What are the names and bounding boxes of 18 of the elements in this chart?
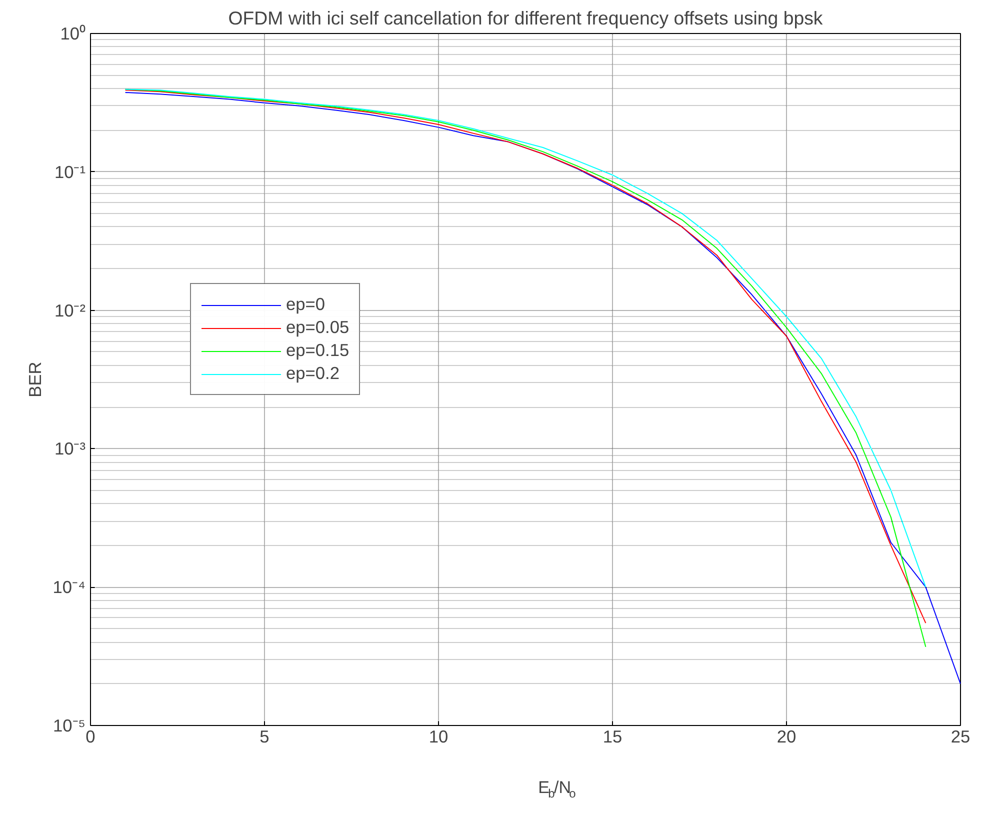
legend-label: ep=0 [286, 294, 326, 315]
legend-label: ep=0.2 [286, 363, 340, 384]
x-tick-label: 15 [602, 726, 622, 746]
y-tick-label: 10⁰ [60, 24, 86, 44]
legend-label: ep=0.15 [286, 340, 350, 361]
chart-title: OFDM with ici self cancellation for different frequency offsets using bpsk [228, 8, 824, 28]
x-tick-label: 0 [86, 726, 96, 746]
legend-label: ep=0.05 [286, 317, 350, 338]
y-tick-label: 10⁻⁴ [52, 577, 86, 598]
x-tick-label: 5 [260, 726, 270, 746]
y-axis-title: BER [24, 362, 45, 398]
y-tick-label: 10⁻² [54, 300, 86, 320]
y-tick-label: 10⁻¹ [54, 162, 86, 182]
x-tick-label: 10 [428, 726, 448, 746]
y-tick-label: 10⁻⁵ [53, 716, 86, 736]
y-tick-label: 10⁻³ [54, 438, 86, 459]
x-tick-label: 25 [950, 726, 970, 746]
x-tick-label: 20 [776, 726, 796, 746]
